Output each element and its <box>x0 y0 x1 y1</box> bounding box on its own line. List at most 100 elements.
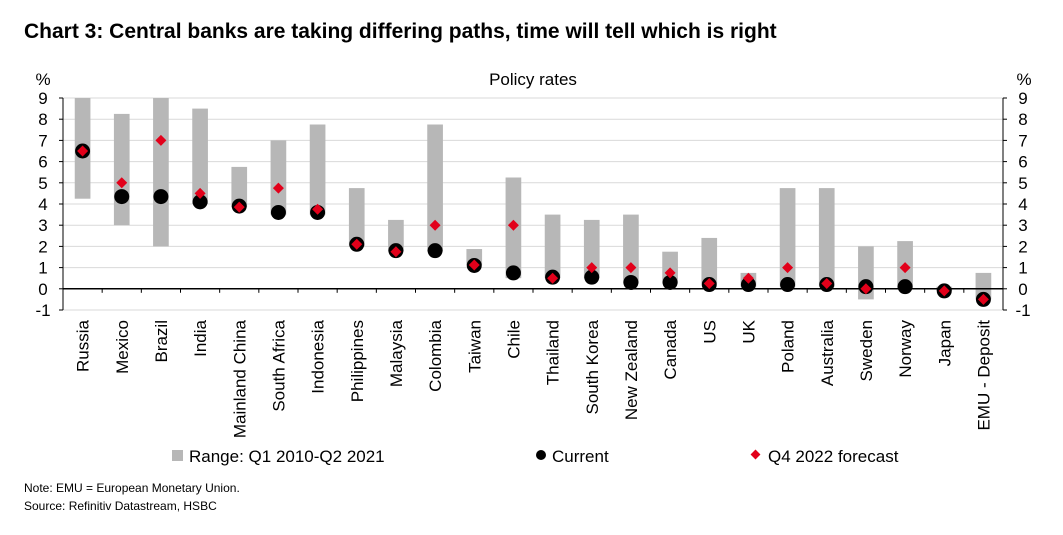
y-tick-label-left: 5 <box>38 174 47 193</box>
range-bar <box>388 219 404 252</box>
x-tick-label: US <box>700 320 719 344</box>
y-tick-label-right: 3 <box>1018 216 1027 235</box>
current-point <box>192 194 208 210</box>
legend: Range: Q1 2010-Q2 2021 Current Q4 2022 f… <box>172 447 899 466</box>
forecast-point <box>155 134 167 146</box>
x-tick-label: Mainland China <box>230 319 249 438</box>
y-tick-label-right: 1 <box>1018 259 1027 278</box>
x-tick-label: Indonesia <box>309 319 328 393</box>
y-tick-label-right: 4 <box>1018 195 1027 214</box>
x-tick-label: EMU - Deposit <box>974 320 993 431</box>
forecast-point <box>547 272 559 284</box>
y-tick-label-right: 5 <box>1018 174 1027 193</box>
legend-current-label: Current <box>552 447 609 466</box>
y-tick-labels: -1 -1 0 0 1 1 2 2 3 3 4 4 5 5 6 6 7 7 8 8 9 9 <box>35 89 1030 320</box>
range-bar <box>153 98 169 247</box>
range-bar <box>701 237 718 284</box>
x-tick-label: Taiwan <box>465 320 484 373</box>
range-bar <box>544 214 561 279</box>
x-tick-label: Mexico <box>113 320 132 374</box>
x-tick-label: UK <box>739 319 758 343</box>
y-tick-label-left: 9 <box>38 89 47 108</box>
current-point <box>780 277 796 293</box>
x-tick-label: Thailand <box>544 320 563 385</box>
range-bar <box>779 188 796 287</box>
range-bar <box>192 108 208 204</box>
x-tick-label: Brazil <box>152 320 171 363</box>
x-tick-label: Philippines <box>348 320 367 402</box>
y-tick-label-right: -1 <box>1015 301 1030 320</box>
range-bar <box>231 166 248 208</box>
x-tick-label: Canada <box>661 319 680 379</box>
y-axis-unit-left: % <box>35 70 50 89</box>
forecast-point <box>194 187 206 199</box>
y-tick-label-right: 7 <box>1018 131 1027 150</box>
current-point <box>153 189 169 205</box>
forecast-point <box>625 262 637 274</box>
current-point <box>662 274 678 290</box>
x-tick-label: Chile <box>504 320 523 359</box>
forecast-point <box>782 262 794 274</box>
chart-source: Source: Refinitiv Datastream, HSBC <box>24 499 217 513</box>
y-tick-label-right: 2 <box>1018 237 1027 256</box>
y-tick-label-left: 0 <box>38 280 47 299</box>
forecast-point <box>351 238 363 250</box>
forecast-point <box>938 285 950 297</box>
x-tick-label: Colombia <box>426 319 445 391</box>
forecast-point <box>233 201 245 213</box>
forecast-markers <box>77 134 989 305</box>
y-tick-label-right: 9 <box>1018 89 1027 108</box>
x-tick-label: India <box>191 319 210 356</box>
y-tick-label-left: 3 <box>38 216 47 235</box>
current-point <box>623 274 639 290</box>
range-bar <box>113 113 130 226</box>
x-tick-label: South Korea <box>583 319 602 414</box>
x-tick-label: South Africa <box>269 319 288 411</box>
range-bar <box>309 124 326 215</box>
legend-range-swatch <box>172 450 183 461</box>
legend-current-swatch <box>536 450 546 460</box>
x-tick-labels: Russia Mexico Brazil India Mainland China Sou… <box>74 319 994 438</box>
forecast-point <box>977 293 989 305</box>
policy-rates-chart: -1 -1 0 0 1 1 2 2 3 3 4 4 5 5 6 6 7 7 8 8 9 9 Russia Mexico Bra… <box>35 70 1031 466</box>
legend-forecast-swatch <box>750 449 761 460</box>
range-bar <box>623 214 639 284</box>
forecast-point <box>468 259 480 271</box>
x-tick-label: Malaysia <box>387 319 406 387</box>
current-point <box>505 265 521 281</box>
x-tick-label: Poland <box>779 320 798 373</box>
x-tick-label: Sweden <box>857 320 876 381</box>
forecast-point <box>586 262 598 274</box>
y-tick-label-left: 6 <box>38 153 47 172</box>
forecast-point <box>390 246 402 258</box>
current-point <box>114 189 130 205</box>
y-tick-label-left: 4 <box>38 195 47 214</box>
current-point <box>740 277 756 293</box>
forecast-point <box>703 278 715 289</box>
gridlines <box>59 97 1007 311</box>
y-tick-label-left: -1 <box>35 301 50 320</box>
y-tick-label-left: 2 <box>38 237 47 256</box>
x-tick-label: Japan <box>935 320 954 366</box>
legend-range-label: Range: Q1 2010-Q2 2021 <box>189 447 385 466</box>
x-tick-label: New Zealand <box>622 320 641 420</box>
range-bar <box>270 140 287 215</box>
x-tick-label: Russia <box>74 319 93 372</box>
x-tick-label: Norway <box>896 320 915 378</box>
current-point <box>427 243 443 259</box>
range-bar <box>975 272 992 300</box>
forecast-point <box>742 272 754 284</box>
current-point <box>584 269 600 285</box>
current-markers <box>75 143 991 307</box>
forecast-point <box>77 145 89 157</box>
y-tick-label-right: 0 <box>1018 280 1027 299</box>
chart-note: Note: EMU = European Monetary Union. <box>24 481 240 495</box>
forecast-point <box>312 203 324 215</box>
current-point <box>270 204 286 220</box>
range-bar <box>583 219 600 279</box>
range-bars <box>74 98 992 300</box>
range-bar <box>818 188 835 287</box>
forecast-point <box>272 182 284 194</box>
x-tick-label: Australia <box>818 319 837 386</box>
y-tick-label-left: 7 <box>38 131 47 150</box>
